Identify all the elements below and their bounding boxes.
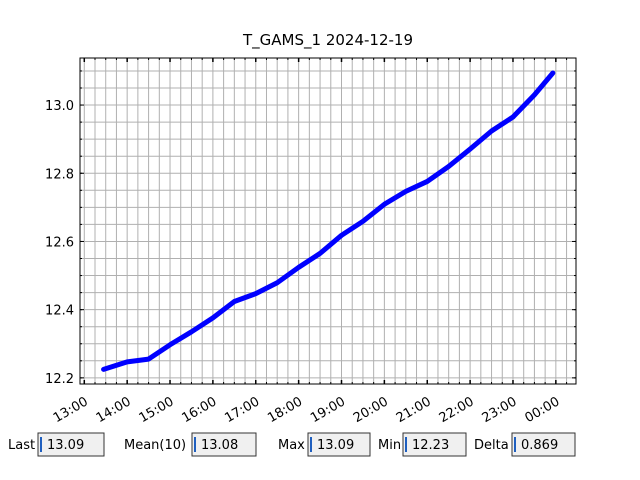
stat-label: Min <box>378 438 401 453</box>
stat-value[interactable]: 13.09 <box>317 438 354 453</box>
stat-box[interactable] <box>307 432 371 457</box>
stat-label: Last <box>8 438 35 453</box>
stat-value[interactable]: 13.09 <box>47 438 84 453</box>
stat-box[interactable] <box>402 432 467 457</box>
stat-box[interactable] <box>511 432 576 457</box>
y-tick-label: 12.2 <box>45 372 74 387</box>
stat-box[interactable] <box>191 432 257 457</box>
data-line <box>101 70 556 372</box>
plot-frame <box>79 57 577 385</box>
stat-label: Max <box>278 438 305 453</box>
stat-value[interactable]: 0.869 <box>521 438 558 453</box>
y-tick-label: 12.6 <box>45 235 74 250</box>
stat-box[interactable] <box>37 432 105 457</box>
stat-value[interactable]: 13.08 <box>201 438 238 453</box>
stat-value[interactable]: 12.23 <box>412 438 449 453</box>
chart-title: T_GAMS_1 2024-12-19 <box>242 31 413 50</box>
y-tick-label: 12.8 <box>45 167 74 182</box>
stat-label: Mean(10) <box>124 438 186 453</box>
y-tick-label: 13.0 <box>45 99 74 114</box>
y-tick-label: 12.4 <box>45 304 74 319</box>
stat-label: Delta <box>474 438 509 453</box>
